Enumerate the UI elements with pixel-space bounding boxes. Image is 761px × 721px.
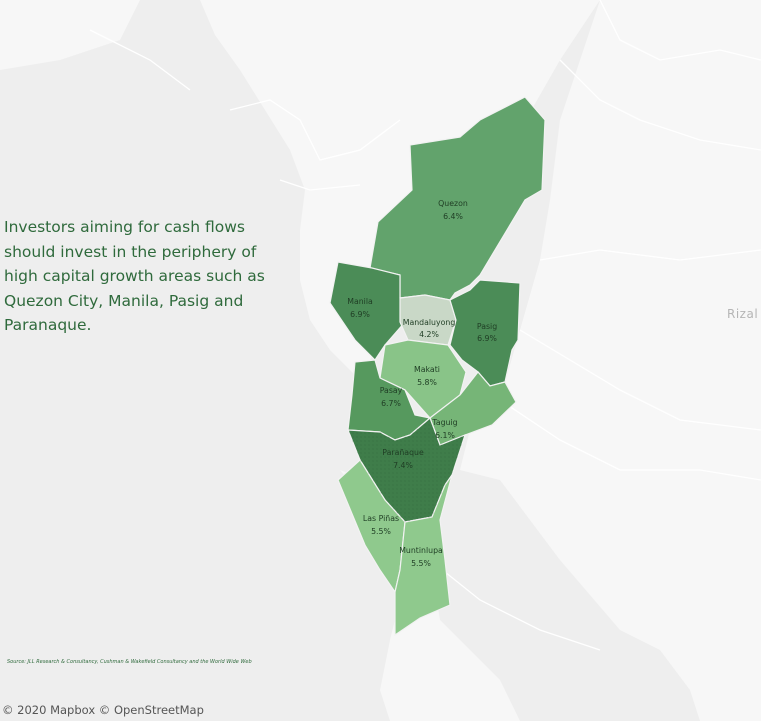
region-labels: Quezon 6.4% Manila 6.9% Mandaluyong 4.2%… xyxy=(347,199,497,568)
label-pasig-value: 6.9% xyxy=(477,334,497,343)
headline-line: Paranaque. xyxy=(4,316,92,334)
region-mandaluyong[interactable] xyxy=(399,294,457,346)
label-quezon-name: Quezon xyxy=(438,199,468,208)
map-attribution[interactable]: © 2020 Mapbox © OpenStreetMap xyxy=(2,703,204,717)
paranaque-dot-overlay xyxy=(348,418,465,522)
label-manila-value: 6.9% xyxy=(350,310,370,319)
land-north-shore xyxy=(0,0,600,380)
label-pasay-name: Pasay xyxy=(380,386,403,395)
label-paranaque-value: 7.4% xyxy=(393,461,413,470)
label-mandaluyong-name: Mandaluyong xyxy=(403,318,456,327)
region-muntinlupa[interactable] xyxy=(394,474,453,637)
place-label-rizal: Rizal xyxy=(727,307,759,321)
label-taguig-name: Taguig xyxy=(431,418,457,427)
headline-line: Investors aiming for cash flows xyxy=(4,218,245,236)
label-muntinlupa-value: 5.5% xyxy=(411,559,431,568)
headline-line: should invest in the periphery of xyxy=(4,242,257,261)
headline-text: Investors aiming for cash flows should i… xyxy=(4,215,304,338)
label-manila-name: Manila xyxy=(347,297,373,306)
label-las-pinas-value: 5.5% xyxy=(371,527,391,536)
headline-line: high capital growth areas such as xyxy=(4,267,265,285)
label-makati-name: Makati xyxy=(414,365,440,374)
region-layer xyxy=(329,96,546,637)
label-mandaluyong-value: 4.2% xyxy=(419,330,439,339)
label-muntinlupa-name: Muntinlupa xyxy=(399,546,443,555)
label-las-pinas-name: Las Piñas xyxy=(363,514,399,523)
label-paranaque-name: Parañaque xyxy=(382,448,424,457)
source-note: Source: JLL Research & Consultancy, Cush… xyxy=(7,659,252,665)
label-pasig-name: Pasig xyxy=(477,322,497,331)
region-manila[interactable] xyxy=(329,261,406,361)
label-quezon-value: 6.4% xyxy=(443,212,463,221)
headline-line: Quezon City, Manila, Pasig and xyxy=(4,291,244,310)
admin-boundaries xyxy=(89,0,761,651)
label-makati-value: 5.8% xyxy=(417,378,437,387)
land-east xyxy=(460,0,761,721)
label-pasay-value: 6.7% xyxy=(381,399,401,408)
label-taguig-value: 6.1% xyxy=(435,431,455,440)
land-small-west xyxy=(0,0,140,70)
